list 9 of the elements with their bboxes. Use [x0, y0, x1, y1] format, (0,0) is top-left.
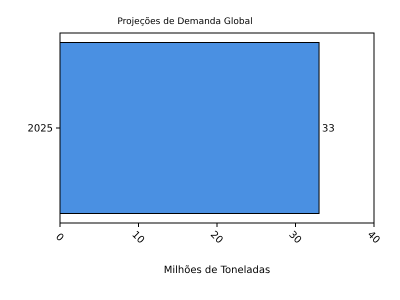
x-axis-title: Milhões de Toneladas — [164, 265, 270, 276]
chart-title: Projeções de Demanda Global — [117, 17, 253, 27]
x-tick-label: 0 — [53, 232, 66, 244]
x-tick-label: 20 — [208, 229, 225, 246]
x-tick-label: 40 — [364, 229, 382, 246]
y-tick-label: 2025 — [28, 124, 53, 134]
x-tick-label: 10 — [129, 229, 146, 246]
data-label: 33 — [322, 124, 335, 134]
x-tick-label: 30 — [286, 229, 304, 246]
